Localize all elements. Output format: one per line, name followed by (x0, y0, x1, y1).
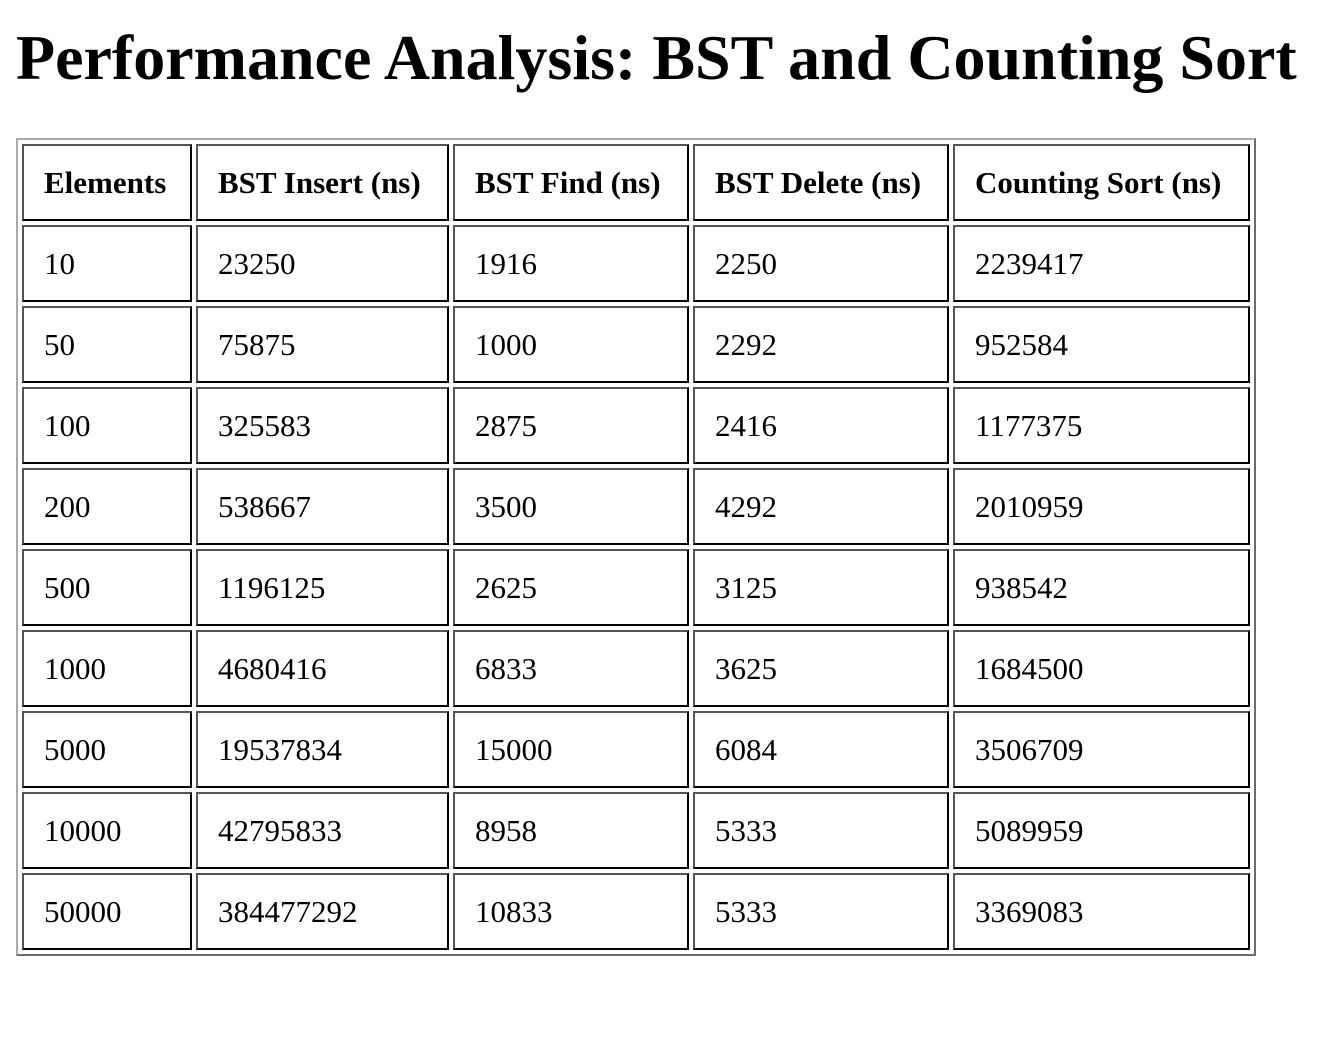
cell-bst-delete: 4292 (693, 468, 949, 545)
cell-bst-insert: 75875 (196, 306, 449, 383)
table-row: 50 75875 1000 2292 952584 (22, 306, 1250, 383)
cell-bst-find: 3500 (453, 468, 689, 545)
table-row: 500 1196125 2625 3125 938542 (22, 549, 1250, 626)
cell-bst-find: 1916 (453, 225, 689, 302)
cell-counting-sort: 3369083 (953, 873, 1250, 950)
cell-counting-sort: 938542 (953, 549, 1250, 626)
cell-counting-sort: 2010959 (953, 468, 1250, 545)
cell-bst-insert: 23250 (196, 225, 449, 302)
cell-bst-insert: 325583 (196, 387, 449, 464)
cell-bst-insert: 19537834 (196, 711, 449, 788)
cell-elements: 10 (22, 225, 192, 302)
header-bst-find: BST Find (ns) (453, 144, 689, 221)
cell-counting-sort: 1177375 (953, 387, 1250, 464)
header-bst-insert: BST Insert (ns) (196, 144, 449, 221)
cell-elements: 500 (22, 549, 192, 626)
cell-bst-delete: 5333 (693, 792, 949, 869)
cell-counting-sort: 1684500 (953, 630, 1250, 707)
header-counting-sort: Counting Sort (ns) (953, 144, 1250, 221)
cell-bst-find: 1000 (453, 306, 689, 383)
cell-bst-find: 6833 (453, 630, 689, 707)
header-elements: Elements (22, 144, 192, 221)
cell-bst-find: 15000 (453, 711, 689, 788)
cell-bst-insert: 4680416 (196, 630, 449, 707)
cell-elements: 5000 (22, 711, 192, 788)
performance-table: Elements BST Insert (ns) BST Find (ns) B… (16, 138, 1256, 956)
cell-bst-delete: 6084 (693, 711, 949, 788)
page-title: Performance Analysis: BST and Counting S… (16, 22, 1297, 93)
cell-elements: 50000 (22, 873, 192, 950)
table-row: 50000 384477292 10833 5333 3369083 (22, 873, 1250, 950)
table-row: 5000 19537834 15000 6084 3506709 (22, 711, 1250, 788)
cell-bst-insert: 384477292 (196, 873, 449, 950)
cell-bst-delete: 2416 (693, 387, 949, 464)
cell-counting-sort: 2239417 (953, 225, 1250, 302)
header-bst-delete: BST Delete (ns) (693, 144, 949, 221)
cell-bst-find: 2625 (453, 549, 689, 626)
cell-elements: 10000 (22, 792, 192, 869)
cell-bst-delete: 3625 (693, 630, 949, 707)
cell-elements: 100 (22, 387, 192, 464)
cell-bst-find: 10833 (453, 873, 689, 950)
cell-elements: 1000 (22, 630, 192, 707)
cell-bst-insert: 538667 (196, 468, 449, 545)
cell-counting-sort: 952584 (953, 306, 1250, 383)
cell-counting-sort: 3506709 (953, 711, 1250, 788)
table-row: 100 325583 2875 2416 1177375 (22, 387, 1250, 464)
cell-counting-sort: 5089959 (953, 792, 1250, 869)
cell-bst-find: 2875 (453, 387, 689, 464)
table-row: 10 23250 1916 2250 2239417 (22, 225, 1250, 302)
cell-bst-delete: 5333 (693, 873, 949, 950)
cell-elements: 50 (22, 306, 192, 383)
table-row: 200 538667 3500 4292 2010959 (22, 468, 1250, 545)
cell-bst-delete: 3125 (693, 549, 949, 626)
table-row: 1000 4680416 6833 3625 1684500 (22, 630, 1250, 707)
cell-bst-find: 8958 (453, 792, 689, 869)
cell-bst-insert: 1196125 (196, 549, 449, 626)
table-header-row: Elements BST Insert (ns) BST Find (ns) B… (22, 144, 1250, 221)
cell-bst-delete: 2292 (693, 306, 949, 383)
table-row: 10000 42795833 8958 5333 5089959 (22, 792, 1250, 869)
cell-bst-delete: 2250 (693, 225, 949, 302)
cell-elements: 200 (22, 468, 192, 545)
cell-bst-insert: 42795833 (196, 792, 449, 869)
